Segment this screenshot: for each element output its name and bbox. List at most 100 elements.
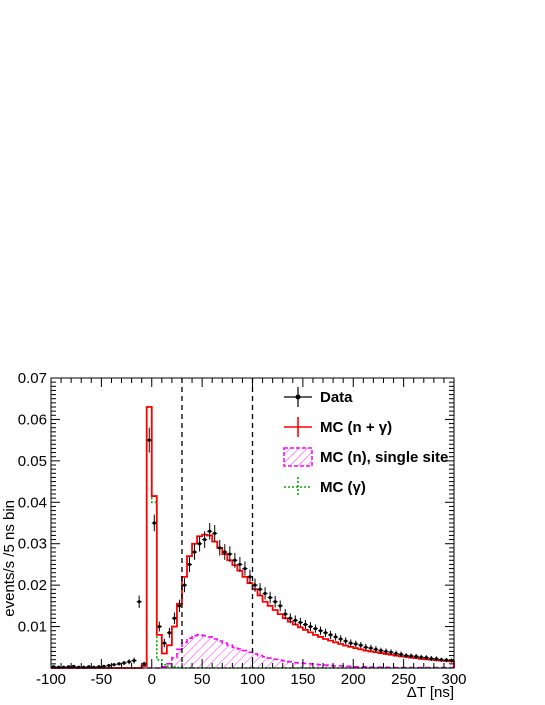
- data-point: [418, 654, 424, 660]
- data-point-marker: [278, 604, 282, 608]
- data-point-marker: [384, 649, 388, 654]
- data-point: [187, 556, 193, 572]
- data-point-marker: [303, 622, 307, 627]
- data-point-marker: [409, 654, 413, 658]
- data-point-marker: [328, 633, 333, 637]
- x-tick-label: 250: [391, 671, 416, 688]
- data-point: [307, 622, 313, 632]
- data-point: [438, 657, 444, 662]
- data-point: [428, 655, 434, 661]
- data-point-marker: [344, 639, 348, 643]
- legend-entry: MC (n + γ): [284, 417, 392, 437]
- data-point-marker: [72, 664, 76, 668]
- data-point: [166, 627, 172, 638]
- data-point: [267, 591, 273, 604]
- data-point: [282, 609, 288, 620]
- data-point-marker: [132, 658, 136, 663]
- data-point-marker: [339, 637, 343, 641]
- data-point: [403, 653, 409, 659]
- data-point: [151, 514, 157, 532]
- data-point-marker: [233, 558, 237, 562]
- data-point-marker: [167, 631, 171, 635]
- data-point-marker: [394, 651, 398, 656]
- data-point-marker: [208, 529, 212, 533]
- legend-label: MC (n + γ): [320, 419, 392, 436]
- data-point: [207, 523, 213, 540]
- y-tick-label: 0.05: [18, 453, 47, 470]
- data-point-marker: [102, 664, 106, 668]
- data-point-marker: [117, 662, 121, 666]
- data-point-marker: [127, 660, 131, 664]
- data-point: [106, 663, 112, 668]
- y-tick-label: 0.02: [18, 577, 47, 594]
- x-tick-label: 200: [341, 671, 366, 688]
- y-tick-label: 0.07: [18, 370, 47, 387]
- data-point: [383, 648, 389, 655]
- series-mc-gamma-line: [51, 406, 454, 669]
- data-point-marker: [349, 641, 353, 645]
- data-point: [146, 427, 152, 453]
- data-point-marker: [253, 583, 257, 587]
- data-point: [222, 544, 228, 560]
- data-point-marker: [334, 635, 338, 639]
- data-point: [247, 569, 253, 584]
- data-point: [212, 525, 218, 542]
- data-point: [328, 630, 334, 639]
- x-tick-label: 150: [290, 671, 315, 688]
- data-point-marker: [404, 653, 408, 658]
- series-mc-n-gamma-line: [51, 406, 455, 669]
- data-point: [348, 639, 354, 647]
- data-point: [413, 653, 419, 659]
- data-point: [353, 640, 359, 648]
- data-point-marker: [112, 663, 116, 667]
- data-point-marker: [359, 643, 363, 647]
- data-point-marker: [147, 438, 151, 442]
- data-point-marker: [323, 631, 328, 635]
- legend-label: MC (n), single site: [320, 449, 448, 466]
- x-tick-label: 300: [441, 671, 466, 688]
- data-point: [262, 587, 268, 600]
- legend-entry: MC (γ): [284, 477, 366, 497]
- data-point: [277, 600, 283, 612]
- data-point: [433, 656, 439, 662]
- data-point-marker: [218, 546, 222, 550]
- data-point-marker: [142, 662, 146, 666]
- data-point: [378, 647, 384, 654]
- data-point: [297, 617, 303, 627]
- legend-entry: Data: [284, 387, 353, 407]
- data-point-marker: [379, 649, 383, 653]
- x-axis-title: ΔT [ns]: [407, 684, 454, 701]
- data-point-marker: [162, 641, 166, 645]
- data-point: [131, 657, 137, 664]
- data-point-marker: [192, 550, 197, 554]
- x-tick-label: 50: [194, 671, 211, 688]
- y-tick-label: 0.01: [18, 619, 47, 636]
- data-point-marker: [399, 652, 403, 656]
- data-point: [338, 635, 344, 643]
- data-point: [292, 615, 298, 626]
- data-point-marker: [137, 600, 141, 604]
- data-point: [368, 644, 374, 652]
- x-tick-label: 0: [148, 671, 156, 688]
- data-point-marker: [313, 627, 318, 631]
- data-point: [71, 664, 77, 668]
- data-point-marker: [414, 654, 418, 659]
- data-point-marker: [248, 575, 252, 579]
- legend-label: MC (γ): [320, 479, 366, 496]
- data-point: [232, 552, 238, 568]
- data-point: [363, 643, 369, 651]
- data-point: [126, 659, 132, 665]
- data-point-marker: [419, 655, 423, 659]
- data-point-marker: [187, 562, 192, 567]
- data-point: [116, 662, 122, 666]
- data-point-marker: [369, 646, 373, 650]
- axes: -100 -50 0 50 100 150 200 250 300 0.01 0.02 0.03 0.0…: [18, 370, 467, 688]
- data-point: [257, 583, 263, 596]
- data-point-marker: [354, 642, 358, 646]
- plot-area: [51, 378, 455, 669]
- data-point-marker: [243, 566, 247, 571]
- data-point-marker: [293, 618, 297, 622]
- data-point: [121, 660, 127, 666]
- data-point-marker: [223, 550, 227, 554]
- data-point: [393, 650, 399, 657]
